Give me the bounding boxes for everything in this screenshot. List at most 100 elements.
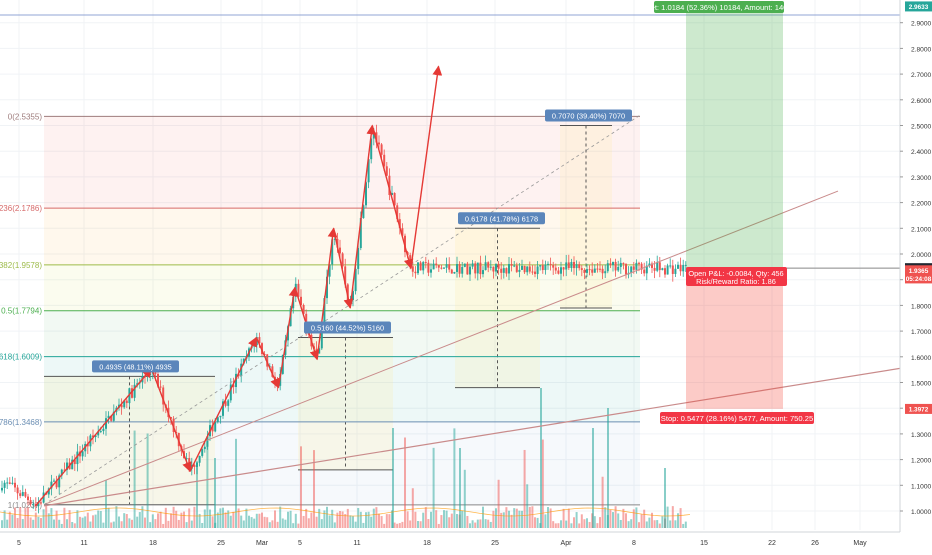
volume-bar xyxy=(45,506,48,528)
candle-body xyxy=(297,283,300,297)
x-tick-label: 22 xyxy=(768,540,776,547)
volume-bar xyxy=(380,516,383,528)
volume-bar xyxy=(476,519,479,528)
zigzag-arrow xyxy=(332,228,354,309)
candle-body xyxy=(21,492,24,496)
y-tick-label: 1.7000 xyxy=(911,329,932,336)
candle-body xyxy=(11,482,14,484)
candle-body xyxy=(614,261,617,271)
candle-body xyxy=(385,166,388,176)
candle-body xyxy=(684,264,687,266)
candle-body xyxy=(97,431,100,436)
volume-bar xyxy=(172,506,175,528)
volume-bar xyxy=(203,509,206,528)
zigzag-arrow xyxy=(150,368,192,473)
volume-bar xyxy=(565,520,568,528)
trend-lines xyxy=(35,65,932,507)
volume-bar xyxy=(349,515,352,528)
candle-body xyxy=(651,263,653,268)
volume-spike xyxy=(540,388,542,528)
volume-bar xyxy=(419,521,422,528)
volume-bar xyxy=(107,507,110,528)
volume-bar xyxy=(640,514,643,528)
fib-band xyxy=(44,310,640,357)
candle-body xyxy=(388,175,391,195)
volume-bar xyxy=(588,522,591,528)
fib-band xyxy=(44,264,640,311)
volume-bar xyxy=(521,510,523,528)
volume-bar xyxy=(307,518,310,528)
volume-bar xyxy=(68,510,71,528)
volume-bar xyxy=(500,512,503,528)
volume-bar xyxy=(216,512,219,528)
volume-bar xyxy=(583,519,586,528)
candle-body xyxy=(539,265,542,267)
zigzag-arrow xyxy=(189,336,257,472)
volume-bar xyxy=(159,511,162,528)
trend-line-upper xyxy=(43,190,839,506)
volume-bar xyxy=(34,512,37,528)
x-tick-label: 18 xyxy=(149,540,157,547)
candle-body xyxy=(105,418,107,429)
candle-body xyxy=(40,502,42,504)
volume-bar xyxy=(123,513,126,528)
volume-bar xyxy=(276,521,279,528)
candle-body xyxy=(372,132,375,139)
volume-bar xyxy=(102,522,105,528)
volume-bar xyxy=(479,519,482,528)
candle-body xyxy=(6,482,9,484)
volume-bar xyxy=(411,488,414,528)
y-tick-label: 2.1000 xyxy=(911,226,932,233)
candle-body xyxy=(146,374,149,377)
volume-bar xyxy=(279,506,282,528)
volume-bar xyxy=(393,522,396,528)
volume-bar xyxy=(99,510,102,528)
volume-bar xyxy=(367,511,370,528)
candle-body xyxy=(450,269,453,274)
candle-body xyxy=(318,348,321,354)
volume-bar xyxy=(453,428,456,528)
volume-bar xyxy=(599,517,601,528)
volume-bar xyxy=(89,521,92,528)
volume-bar xyxy=(162,523,165,528)
volume-bar xyxy=(677,513,679,528)
candle-body xyxy=(664,268,666,275)
long-position-tool[interactable] xyxy=(686,6,900,409)
volume-bar xyxy=(167,520,170,528)
volume-bar xyxy=(653,520,656,528)
stop-label-bg xyxy=(660,412,814,424)
candle-body xyxy=(170,417,172,419)
candle-body xyxy=(375,132,378,143)
candle-body xyxy=(497,263,500,269)
candle-body xyxy=(526,266,529,273)
volume-bar xyxy=(84,516,87,528)
volume-bar xyxy=(497,479,500,528)
measure-label-bg xyxy=(304,321,391,334)
candle-body xyxy=(632,266,635,270)
volume-bar xyxy=(443,510,445,528)
volume-bar xyxy=(118,516,120,528)
x-tick-label: 26 xyxy=(811,540,819,547)
volume-bar xyxy=(372,508,375,528)
candle-body xyxy=(617,266,620,271)
volume-bar xyxy=(375,507,378,528)
volume-bar xyxy=(323,510,326,528)
volume-bar xyxy=(383,523,386,528)
volume-bar xyxy=(112,521,115,528)
candle-body xyxy=(47,488,50,495)
volume-bar xyxy=(627,521,630,528)
volume-bar xyxy=(73,523,76,528)
fib-label: 1(1.0237) xyxy=(8,501,43,510)
volume-bar xyxy=(248,515,250,528)
candle-body xyxy=(625,264,627,275)
candle-body xyxy=(437,265,440,268)
candle-body xyxy=(495,263,497,272)
candle-body xyxy=(521,265,523,270)
x-tick-label: Apr xyxy=(561,540,573,547)
volume-bar xyxy=(630,519,633,528)
volume-bar xyxy=(448,517,451,528)
volume-bar xyxy=(513,508,516,528)
candle-body xyxy=(271,366,274,377)
